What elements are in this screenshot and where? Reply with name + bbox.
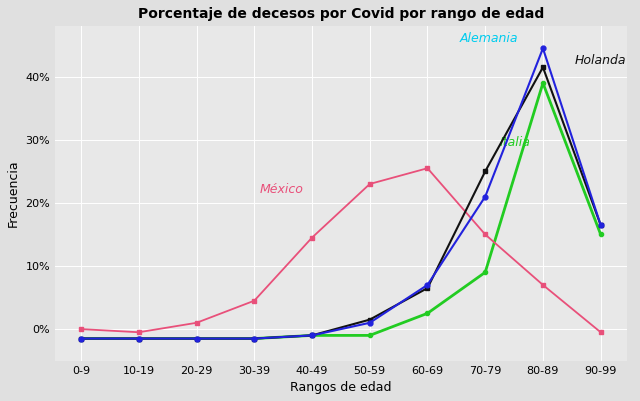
X-axis label: Rangos de edad: Rangos de edad xyxy=(290,381,392,394)
Text: Alemania: Alemania xyxy=(460,32,518,45)
Text: Italia: Italia xyxy=(500,136,531,149)
Title: Porcentaje de decesos por Covid por rango de edad: Porcentaje de decesos por Covid por rang… xyxy=(138,7,544,21)
Text: Holanda: Holanda xyxy=(575,54,626,67)
Text: México: México xyxy=(260,184,304,196)
Y-axis label: Frecuencia: Frecuencia xyxy=(7,160,20,227)
